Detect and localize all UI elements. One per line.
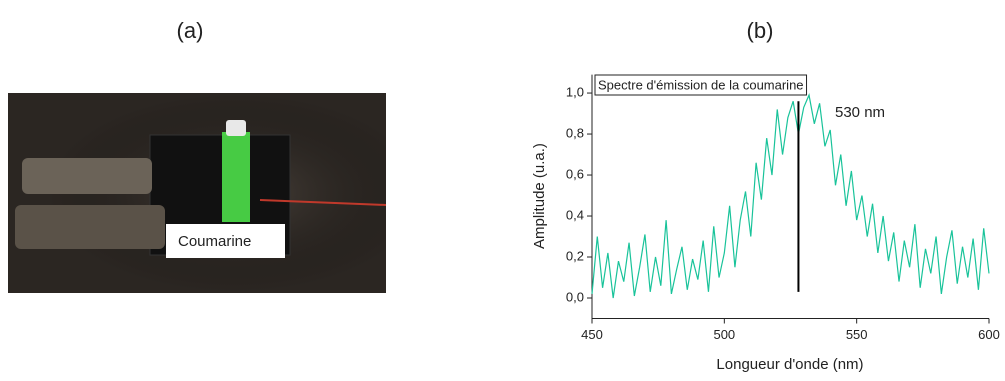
- y-tick-label: 0,4: [566, 207, 584, 222]
- y-axis-label: Amplitude (u.a.): [531, 143, 548, 249]
- y-tick-label: 0,8: [566, 125, 584, 140]
- y-tick-label: 0,0: [566, 289, 584, 304]
- y-tick-label: 0,6: [566, 166, 584, 181]
- spectrum-line: [591, 93, 990, 299]
- x-tick-label: 450: [581, 327, 603, 342]
- title-box: [594, 74, 808, 96]
- marker-label: 530 nm: [835, 104, 885, 121]
- photo: [8, 93, 387, 293]
- panel-label: (a): [177, 18, 204, 43]
- panel-label: (b): [747, 18, 774, 43]
- x-tick-label: 550: [846, 327, 868, 342]
- x-tick-label: 600: [978, 327, 1000, 342]
- plot: 0,0 0,2 0,4 0,6 0,8 1,0 450 500 550 600 530 nm Spec…: [566, 74, 1000, 342]
- chart-title: Spectre d'émission de la coumarine: [598, 77, 804, 92]
- x-axis-label: Longueur d'onde (nm): [716, 356, 863, 373]
- annotation-box: [166, 224, 285, 258]
- annotation: Coumarine: [178, 233, 251, 250]
- y-tick-label: 1,0: [566, 84, 584, 99]
- x-tick-label: 500: [713, 327, 735, 342]
- y-tick-label: 0,2: [566, 248, 584, 263]
